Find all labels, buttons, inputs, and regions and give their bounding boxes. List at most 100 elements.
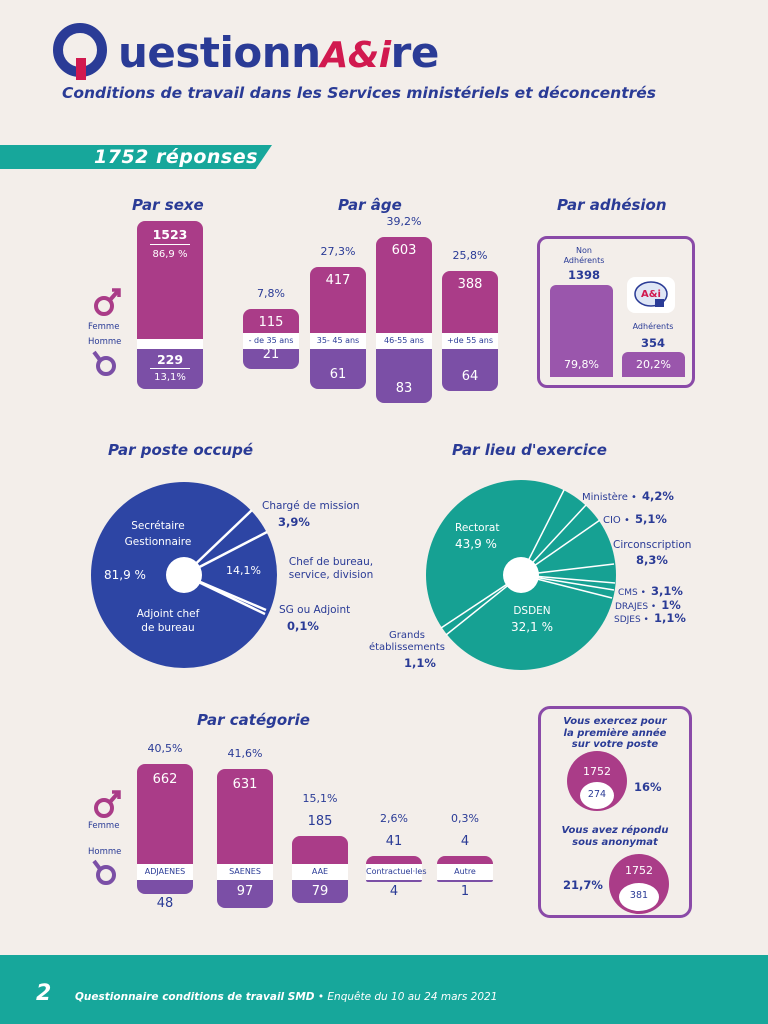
sexe-separator (137, 339, 203, 349)
sexe-homme-value: 229 (156, 352, 184, 367)
adhesion-adh-value: 354 (640, 336, 665, 350)
premiere-pct: 16% (634, 780, 662, 794)
age-homme-bar (243, 349, 299, 369)
age-pct: 39,2% (386, 215, 422, 228)
poste-label-adjoint: Adjoint chef de bureau (136, 608, 200, 634)
categorie-femme-label: Femme (88, 821, 120, 831)
sexe-femme-value: 1523 (152, 227, 188, 242)
responses-band (0, 145, 272, 169)
sexe-homme-bar (137, 349, 203, 389)
age-group-label: 35- 45 ans (310, 333, 366, 349)
poste-title: Par poste occupé (108, 441, 253, 459)
age-femme-value: 603 (391, 243, 417, 258)
age-femme-bar (243, 309, 299, 333)
categorie-pct: 15,1% (302, 792, 338, 805)
adhesion-adh-pct: 20,2% (636, 358, 671, 371)
footer-text: Questionnaire conditions de travail SMD … (75, 991, 498, 1003)
lieu-label-dsden: DSDEN (513, 605, 551, 617)
poste-label-charge: Chargé de mission (262, 500, 360, 512)
categorie-femme-value: 4 (460, 834, 470, 849)
age-homme-value: 61 (329, 367, 347, 382)
lieu-label-drajes: DRAJES • 1% (615, 598, 681, 612)
age-femme-value: 388 (457, 277, 483, 292)
page-subtitle: Conditions de travail dans les Services … (62, 84, 657, 102)
categorie-title: Par catégorie (197, 711, 310, 729)
female-male-symbol-icon (94, 288, 121, 316)
poste-label-sg: SG ou Adjoint (279, 604, 351, 616)
adhesion-box (537, 236, 695, 388)
categorie-homme-value: 79 (311, 884, 329, 899)
age-homme-bar (376, 349, 432, 403)
age-group-label: - de 35 ans (243, 333, 299, 349)
anonymat-total: 1752 (625, 864, 653, 877)
sexe-femme-bar (137, 221, 203, 339)
adhesion-non-value: 1398 (567, 268, 600, 282)
responses-count: 1752 réponses (94, 146, 258, 168)
categorie-femme-bar (366, 856, 422, 864)
age-femme-bar (442, 271, 498, 333)
age-homme-value: 64 (461, 369, 479, 384)
premiere-box (538, 706, 692, 918)
logo-q-icon (53, 23, 107, 80)
poste-label-sg-pct: 0,1% (287, 619, 319, 633)
age-homme-value: 21 (262, 347, 280, 362)
anonymat-pct: 21,7% (563, 878, 603, 892)
sexe-homme-label: Homme (88, 337, 122, 347)
anonymat-value: 381 (629, 890, 649, 901)
premiere-value-circle (580, 782, 614, 809)
anonymat-question: Vous avez répondu sous anonymat (561, 825, 669, 848)
age-femme-value: 417 (325, 273, 351, 288)
poste-label-secretaire: Secrétaire Gestionnaire (124, 520, 192, 548)
anonymat-value-circle (619, 883, 659, 911)
adhesion-adh-bar (622, 352, 685, 377)
categorie-homme-value: 4 (389, 884, 399, 899)
categorie-homme-bar (137, 880, 193, 894)
lieu-pie-chart (426, 480, 616, 670)
lieu-label-cio: CIO • 5,1% (603, 512, 667, 526)
age-title: Par âge (338, 196, 402, 214)
age-femme-bar (376, 237, 432, 333)
categorie-pct: 41,6% (227, 747, 263, 760)
adhesion-non-label: Non Adhérents (563, 246, 605, 265)
premiere-question: Vous exercez pour la première année sur vo… (563, 716, 667, 750)
categorie-femme-value: 662 (152, 772, 178, 787)
sexe-femme-label: Femme (88, 322, 120, 332)
categorie-group-label: SAENES (217, 864, 273, 880)
categorie-femme-bar (437, 856, 493, 864)
categorie-group-label: Contractuel·les (366, 864, 426, 880)
female-male-symbol-icon (94, 790, 121, 818)
categorie-homme-bar (437, 880, 493, 882)
sexe-title: Par sexe (132, 196, 204, 214)
lieu-label-circ-pct: 8,3% (636, 553, 668, 567)
categorie-group-label: Autre (437, 864, 493, 880)
adhesion-non-bar (550, 285, 613, 377)
divider (150, 244, 190, 245)
aei-logo-text: A&i (641, 289, 661, 300)
footer: 2 Questionnaire conditions de travail SM… (0, 955, 768, 1024)
aei-logo-icon: A&i (634, 281, 668, 307)
adhesion-non-pct: 79,8% (564, 358, 599, 371)
categorie-homme-value: 97 (236, 884, 254, 899)
categorie-group-label: ADJAENES (137, 864, 193, 880)
categorie-femme-bar (292, 836, 348, 864)
categorie-group-label: AAE (292, 864, 348, 880)
age-group-label: +de 55 ans (442, 333, 498, 349)
age-pct: 7,8% (257, 287, 285, 300)
categorie-homme-bar (217, 880, 273, 908)
divider (150, 368, 190, 369)
logo: uestionnA&ire (52, 22, 439, 86)
lieu-pie-hole (503, 557, 539, 593)
age-homme-bar (310, 349, 366, 389)
premiere-total: 1752 (583, 765, 611, 778)
categorie-homme-bar (292, 880, 348, 903)
categorie-pct: 2,6% (380, 812, 408, 825)
categorie-pct: 40,5% (147, 742, 183, 755)
lieu-label-grands-pct: 1,1% (404, 656, 436, 670)
male-symbol-icon (92, 350, 116, 376)
poste-label-charge-pct: 3,9% (278, 515, 310, 529)
poste-pie-hole (166, 557, 202, 593)
categorie-femme-bar (217, 769, 273, 864)
categorie-femme-value: 185 (307, 814, 333, 829)
lieu-label-cms: CMS • 3,1% (618, 584, 683, 598)
age-femme-bar (310, 267, 366, 333)
